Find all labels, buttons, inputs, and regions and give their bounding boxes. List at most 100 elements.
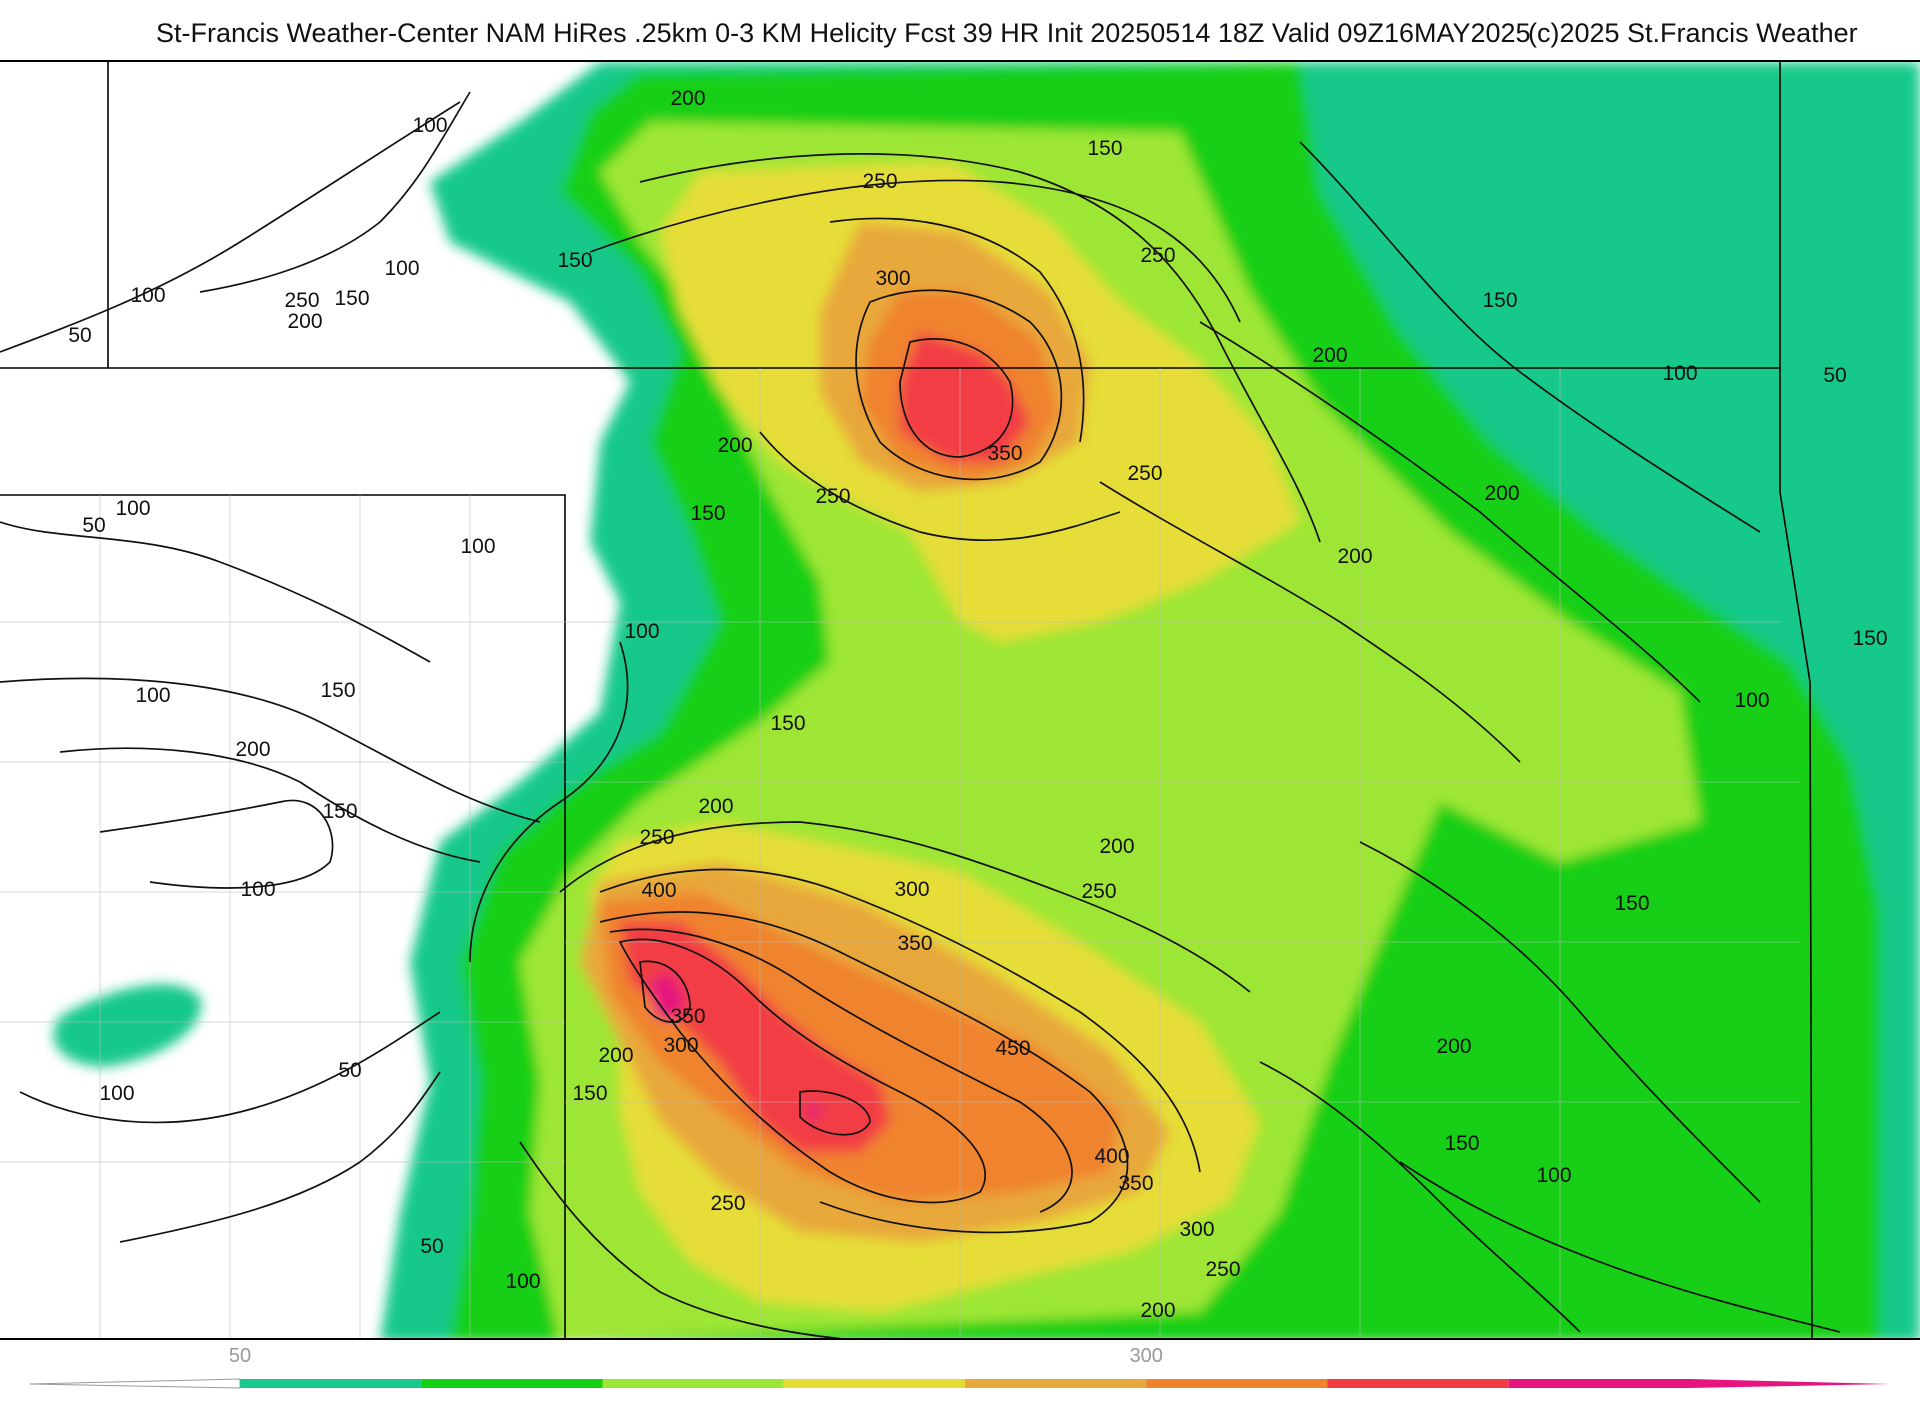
title-main: St-Francis Weather-Center NAM HiRes .25k… [156,18,1531,48]
contour-250-north [759,431,1121,542]
boundaries [0,62,1813,1338]
legend-bin [1508,1379,1690,1388]
contour-label: 100 [1734,689,1769,712]
contour-label: 200 [287,310,322,333]
contour-label: 100 [460,535,495,558]
contour-150-sw [59,747,481,863]
contour-label: 200 [1312,344,1347,367]
state-boundary-west [0,494,566,1338]
contour-200-sw [99,799,334,889]
contour-label: 150 [1614,892,1649,915]
contour-label: 100 [99,1082,134,1105]
contour-label: 100 [240,878,275,901]
contour-label: 150 [572,1082,607,1105]
contour-label: 50 [1823,364,1846,387]
contour-label: 200 [1099,835,1134,858]
contour-label: 300 [1179,1218,1214,1241]
contour-label: 400 [641,879,676,902]
contour-300-south [599,911,1129,1234]
contour-label: 150 [770,712,805,735]
contour-label: 200 [1484,482,1519,505]
contour-label: 200 [235,738,270,761]
contour-label: 150 [322,800,357,823]
contour-label: 100 [624,620,659,643]
contour-label: 200 [598,1044,633,1067]
legend-bar [29,1378,1890,1389]
contour-label: 150 [1482,289,1517,312]
contour-400-south [618,938,986,1204]
contour-300-north [855,289,1063,481]
contour-150-south [519,1141,843,1338]
helicity-fill [53,62,1920,1338]
contour-label: 150 [1087,137,1122,160]
contour-250-north-b [829,217,1085,443]
contour-label: 250 [639,826,674,849]
contour-label: 250 [1205,1258,1240,1281]
contour-150-north [589,179,1241,323]
contour-label: 250 [1081,880,1116,903]
contour-200-mid [1099,481,1521,763]
contour-100-coast [469,641,629,963]
contour-label: 100 [412,114,447,137]
state-boundary-east [1779,62,1813,1338]
contour-label: 300 [875,267,910,290]
contour-labels: 200 150 100 250 150 100 300 250 150 250 150 100 200 5… [68,87,1887,1322]
contour-label: 200 [698,795,733,818]
contour-label: 100 [384,257,419,280]
contour-250-south [599,868,1201,1173]
contour-350-north [899,338,1014,458]
legend-tick-label: 50 [228,1345,252,1367]
contour-label: 250 [284,289,319,312]
chart-title: St-Francis Weather-Center NAM HiRes .25k… [0,14,1920,54]
contour-label: 50 [68,324,91,347]
title-copyright: (c)2025 St.Francis Weather [1528,18,1858,48]
legend-bin [240,1379,422,1388]
contour-label: 200 [670,87,705,110]
legend-bin [421,1379,603,1388]
contour-label: 150 [557,249,592,272]
contour-label: 200 [1140,1299,1175,1322]
helicity-contours [0,91,1841,1338]
contour-label: 150 [320,679,355,702]
contour-label: 100 [130,284,165,307]
contour-label: 150 [1852,627,1887,650]
contour-label: 200 [1337,545,1372,568]
contour-label: 450 [995,1037,1030,1060]
contour-label: 100 [1662,362,1697,385]
contour-450-south [639,960,871,1136]
contour-label: 100 [135,684,170,707]
contour-label: 100 [1536,1164,1571,1187]
contour-label: 300 [663,1034,698,1057]
contour-50-west [0,521,431,663]
contour-label: 100 [505,1270,540,1293]
contour-150-west [199,91,471,293]
legend-arrow-high [1690,1379,1890,1388]
legend-bin [1146,1379,1328,1388]
contour-label: 50 [338,1059,361,1082]
contour-label: 250 [1127,462,1162,485]
contour-150-mid [1199,321,1701,703]
contour-100-low [19,1011,441,1124]
contour-label: 250 [710,1192,745,1215]
fill-350-400 [620,332,1030,1152]
legend-bins [240,1379,1690,1388]
contour-label: 150 [334,287,369,310]
legend-tick-label: 300 [1129,1345,1163,1367]
contour-label: 250 [1140,244,1175,267]
contour-label: 50 [82,514,105,537]
contour-100-east [1299,141,1761,533]
contour-200-southeast [1259,1061,1581,1333]
contour-label: 300 [894,878,929,901]
contour-label: 350 [1118,1172,1153,1195]
legend-arrow-low [29,1378,241,1389]
legend-bin [783,1379,965,1388]
helicity-map: 200 150 100 250 150 100 300 250 150 250 150 100 200 5… [0,60,1920,1340]
contour-150-southeast [1359,841,1761,1203]
contour-100-sw [0,677,541,823]
contour-label: 350 [987,442,1022,465]
contour-label: 50 [420,1235,443,1258]
contour-label: 250 [815,485,850,508]
contour-label: 200 [1436,1035,1471,1058]
contour-label: 150 [690,502,725,525]
contour-label: 350 [670,1005,705,1028]
